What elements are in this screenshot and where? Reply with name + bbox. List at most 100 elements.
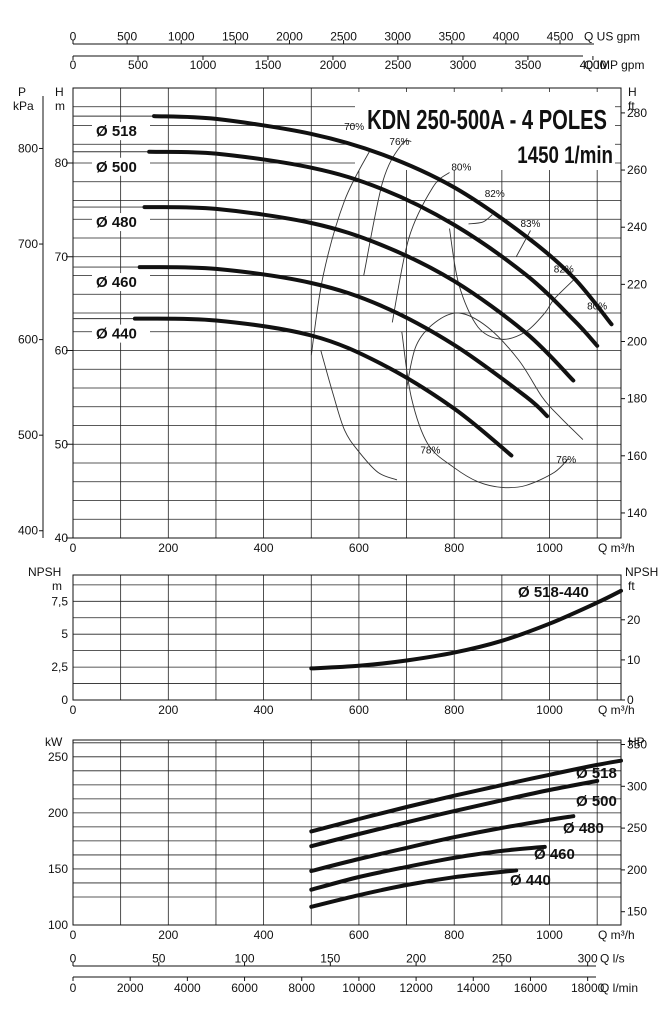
imp-gpm-tick-label: 3000 xyxy=(450,58,477,72)
impeller-power-curve xyxy=(309,758,623,834)
power-kw-tick-label: 100 xyxy=(48,918,68,932)
ls-axis-label: Q l/s xyxy=(600,952,625,966)
curve-label-background xyxy=(92,157,150,176)
x-tick-label: 1000 xyxy=(536,541,563,555)
head-m-tick-label: 40 xyxy=(55,531,69,545)
head-ft-tick-label: 280 xyxy=(627,106,647,120)
head-ft-tick-label: 200 xyxy=(627,335,647,349)
npsh-curve-label: Ø 518-440 xyxy=(518,584,589,601)
pressure-tick-label: 500 xyxy=(18,428,38,442)
efficiency-iso-curve xyxy=(363,140,412,276)
impeller-power-curve xyxy=(309,844,547,892)
chart-title: KDN 250-500A - 4 POLES xyxy=(367,105,607,136)
lmin-tick-label: 8000 xyxy=(288,981,315,995)
imp-gpm-tick-label: 3500 xyxy=(515,58,542,72)
x-tick-label: 400 xyxy=(254,541,274,555)
plot-frame xyxy=(72,739,622,926)
ls-tick-label: 200 xyxy=(406,952,426,966)
head-ft-tick-label: 180 xyxy=(627,392,647,406)
us-gpm-tick-label: 1500 xyxy=(222,30,249,44)
pressure-tick-label: 600 xyxy=(18,333,38,347)
efficiency-label: 78% xyxy=(420,446,440,457)
npsh-m-tick-label: 5 xyxy=(61,627,68,641)
head-ft-tick-label: 140 xyxy=(627,506,647,520)
impeller-power-curve-label: Ø 440 xyxy=(510,872,551,889)
impeller-power-curve-label: Ø 460 xyxy=(534,846,575,863)
head-m-tick-label: 70 xyxy=(55,250,69,264)
impeller-head-curve xyxy=(152,114,614,327)
imp-gpm-tick-label: 4000 xyxy=(580,58,607,72)
impeller-head-curve-label: Ø 500 xyxy=(96,159,137,176)
impeller-head-curve xyxy=(137,265,550,419)
plot-frame xyxy=(72,574,622,701)
us-gpm-tick-label: 4500 xyxy=(547,30,574,44)
ls-tick-label: 0 xyxy=(70,952,77,966)
impeller-power-curve-label: Ø 500 xyxy=(576,793,617,810)
npsh-m-tick-label: 0 xyxy=(61,693,68,707)
lmin-tick-label: 6000 xyxy=(231,981,258,995)
ls-tick-label: 250 xyxy=(492,952,512,966)
x-tick-label: 800 xyxy=(444,703,464,717)
npsh-ft-axis-unit: ft xyxy=(628,579,635,593)
power-axis-label: kW xyxy=(45,735,63,749)
x-tick-label: 800 xyxy=(444,541,464,555)
curve-label-background xyxy=(92,122,150,141)
head-ft-axis-label: H xyxy=(628,85,637,99)
x-tick-label: 600 xyxy=(349,703,369,717)
title-background xyxy=(355,92,615,170)
x-tick-label: 800 xyxy=(444,928,464,942)
ls-tick-label: 50 xyxy=(152,952,166,966)
x-axis-label: Q m³/h xyxy=(598,703,635,717)
efficiency-label: 80% xyxy=(451,163,471,174)
efficiency-iso-curve xyxy=(468,214,493,225)
efficiency-iso-curve xyxy=(515,230,531,258)
us-gpm-tick-label: 1000 xyxy=(168,30,195,44)
x-tick-label: 200 xyxy=(158,541,178,555)
impeller-power-curve xyxy=(309,778,600,849)
us-gpm-tick-label: 500 xyxy=(117,30,137,44)
us-gpm-axis-label: Q US gpm xyxy=(584,30,640,44)
npsh-curve xyxy=(309,588,623,671)
npsh-ft-axis-label: NPSH xyxy=(625,565,658,579)
npsh-m-tick-label: 7,5 xyxy=(51,594,68,608)
pressure-axis-label: P xyxy=(18,85,26,99)
x-axis-label: Q m³/h xyxy=(598,541,635,555)
power-hp-axis-label: HP xyxy=(628,735,645,749)
impeller-power-curve-label: Ø 480 xyxy=(563,820,604,837)
impeller-head-curve-label: Ø 480 xyxy=(96,214,137,231)
power-kw-tick-label: 200 xyxy=(48,806,68,820)
lmin-tick-label: 14000 xyxy=(457,981,491,995)
pressure-tick-label: 700 xyxy=(18,237,38,251)
imp-gpm-axis-label: Q IMP gpm xyxy=(584,58,644,72)
x-tick-label: 0 xyxy=(70,541,77,555)
npsh-ft-tick-label: 0 xyxy=(627,693,634,707)
chart-subtitle: 1450 1/min xyxy=(517,142,613,169)
x-tick-label: 1000 xyxy=(536,703,563,717)
efficiency-iso-curve xyxy=(391,172,450,323)
lmin-tick-label: 4000 xyxy=(174,981,201,995)
x-tick-label: 600 xyxy=(349,541,369,555)
power-hp-tick-label: 300 xyxy=(627,779,647,793)
head-ft-tick-label: 160 xyxy=(627,449,647,463)
impeller-head-curve xyxy=(147,149,600,348)
efficiency-label: 83% xyxy=(520,219,540,230)
pressure-tick-label: 400 xyxy=(18,524,38,538)
x-tick-label: 200 xyxy=(158,928,178,942)
impeller-power-curve-label: Ø 518 xyxy=(576,765,617,782)
lmin-axis-label: Q l/min xyxy=(600,981,638,995)
curve-label-background xyxy=(92,324,150,343)
impeller-power-curve xyxy=(309,868,519,909)
imp-gpm-tick-label: 1000 xyxy=(190,58,217,72)
power-kw-tick-label: 150 xyxy=(48,862,68,876)
x-tick-label: 400 xyxy=(254,928,274,942)
npsh-m-tick-label: 2,5 xyxy=(51,660,68,674)
lmin-tick-label: 10000 xyxy=(342,981,376,995)
imp-gpm-tick-label: 2000 xyxy=(320,58,347,72)
efficiency-iso-curve xyxy=(401,331,569,489)
pressure-axis-unit: kPa xyxy=(13,99,34,113)
lmin-tick-label: 12000 xyxy=(399,981,433,995)
head-axis-unit: m xyxy=(55,99,65,113)
head-ft-tick-label: 260 xyxy=(627,163,647,177)
x-tick-label: 0 xyxy=(70,703,77,717)
